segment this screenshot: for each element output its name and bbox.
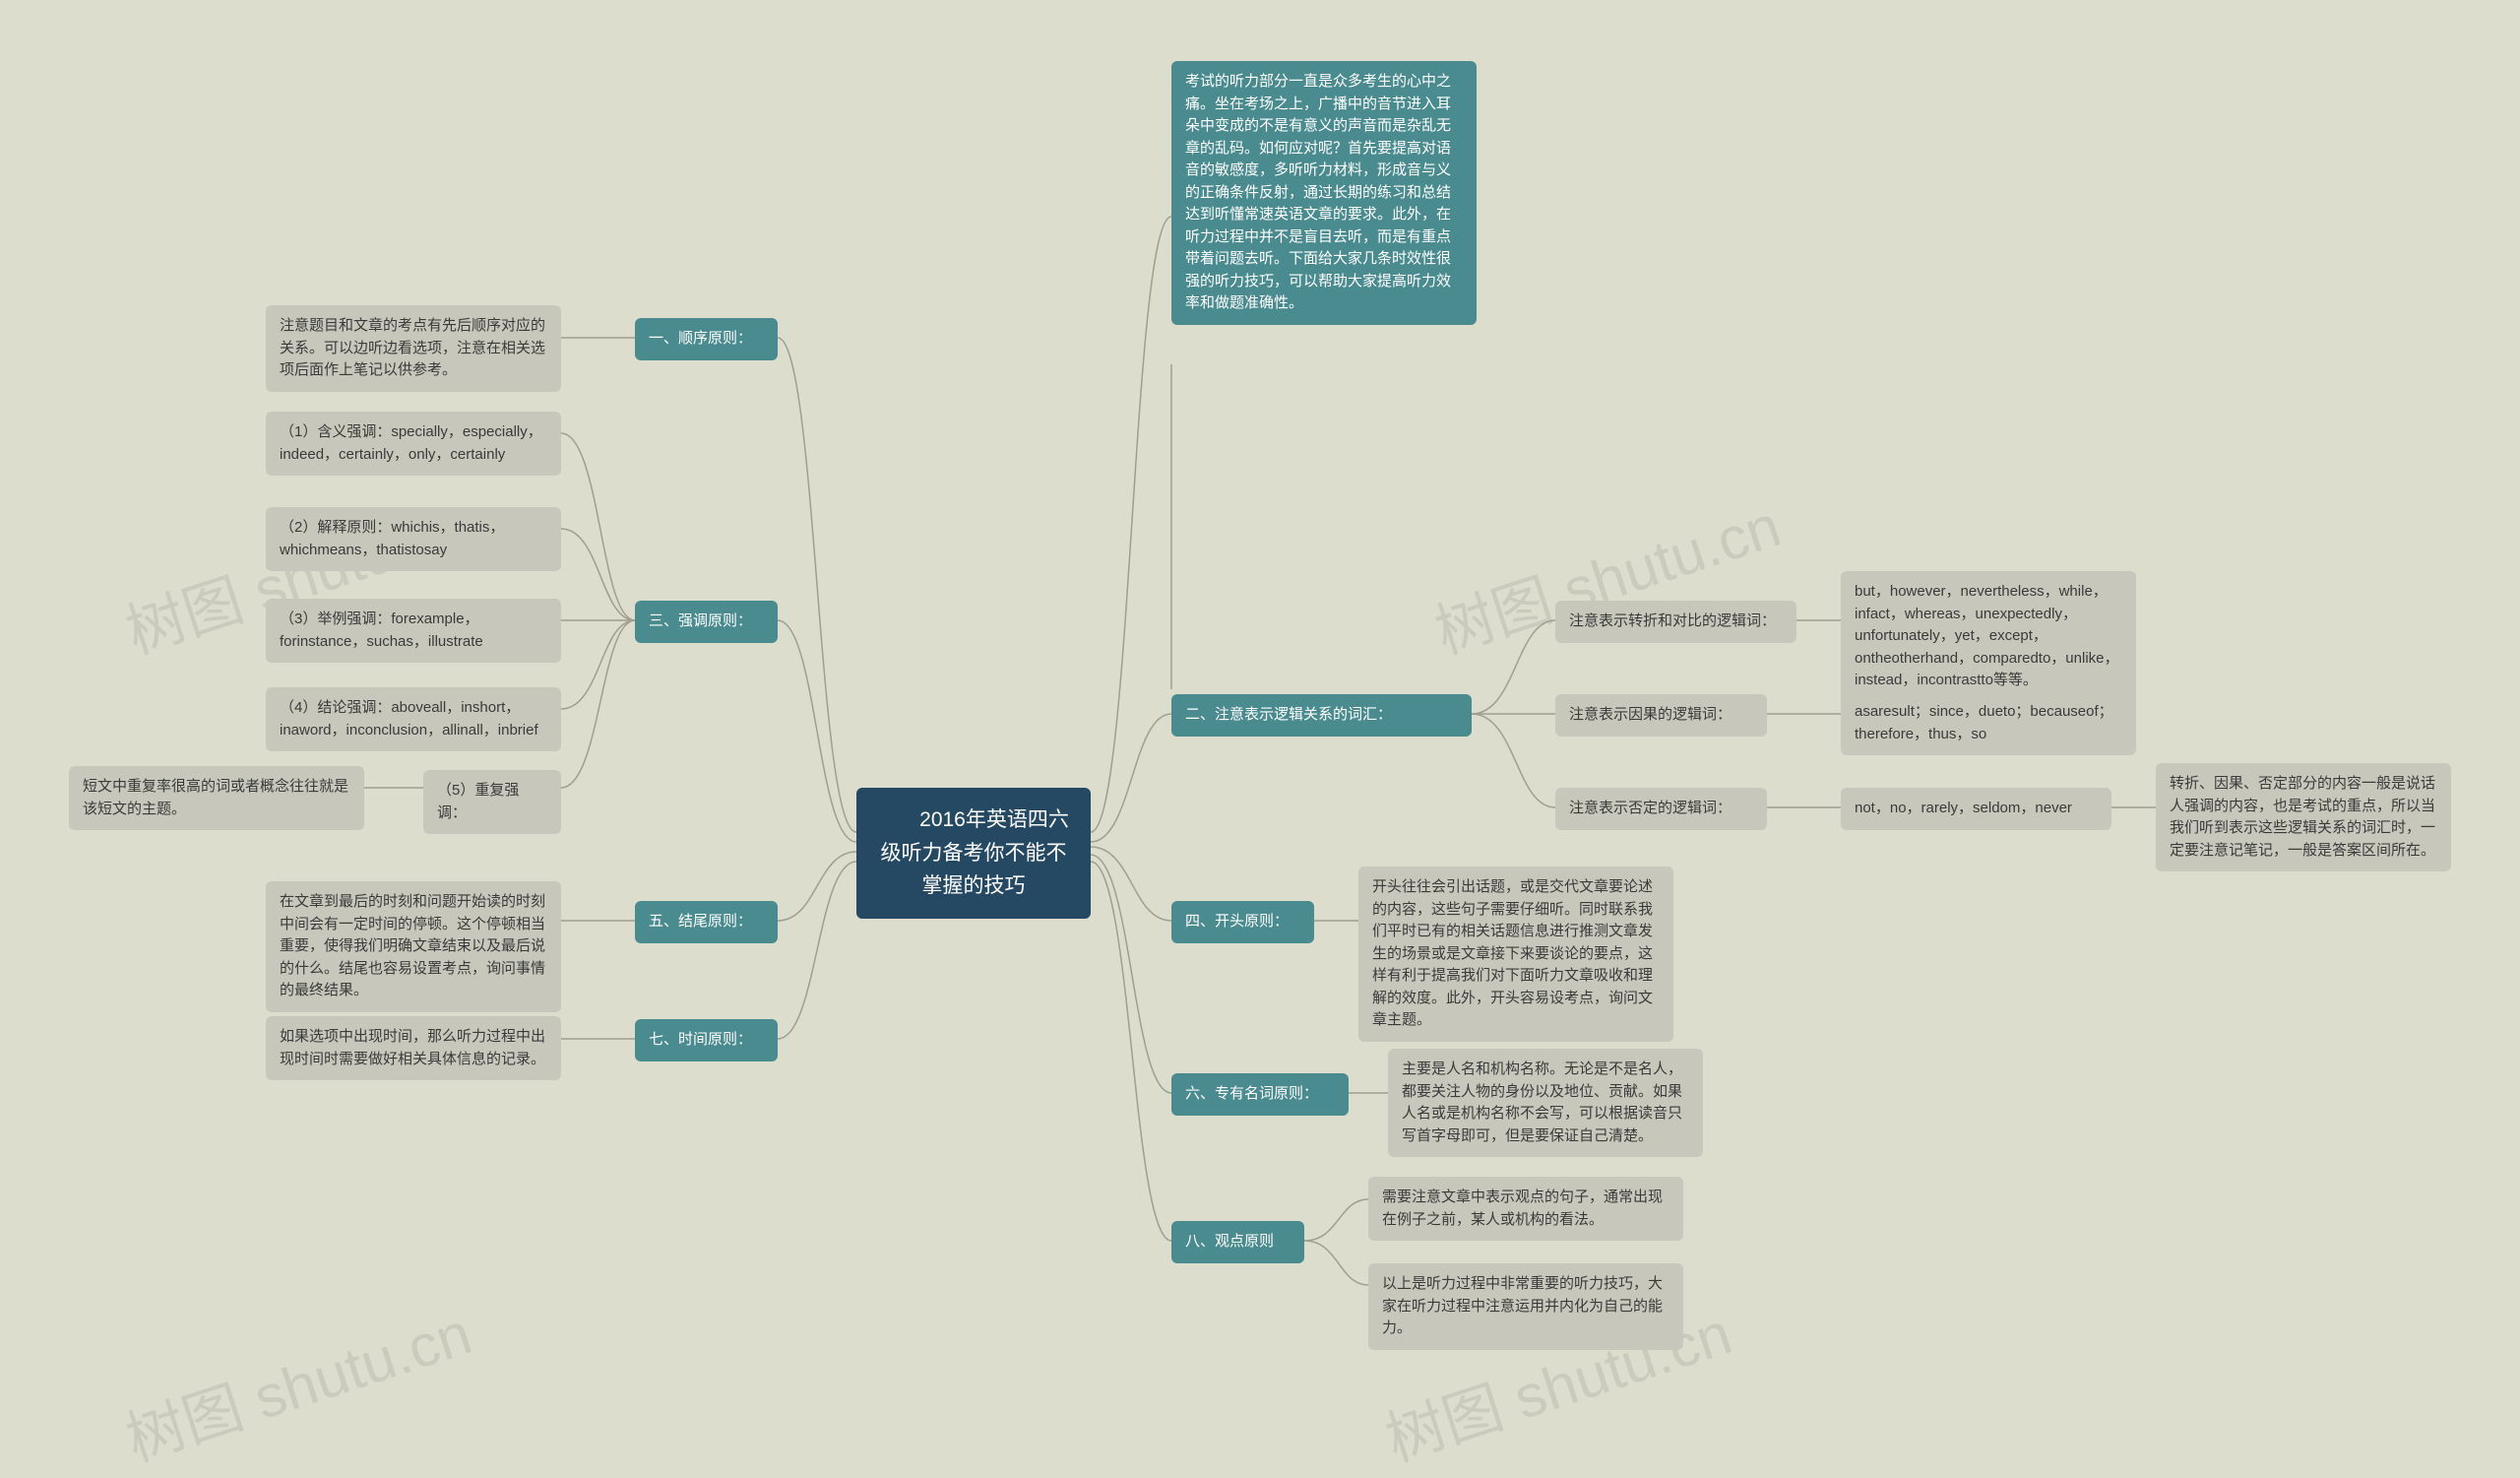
p2-r1-leaf: but，however，nevertheless，while，infact，wh… bbox=[1841, 571, 2136, 702]
principle-5: 五、结尾原则： bbox=[635, 901, 778, 943]
p2-r2-leaf: asaresult；since，dueto；becauseof；therefor… bbox=[1841, 691, 2136, 755]
watermark: 树图 shutu.cn bbox=[113, 1286, 480, 1478]
p2-r1-label: 注意表示转折和对比的逻辑词： bbox=[1555, 601, 1796, 643]
principle-1: 一、顺序原则： bbox=[635, 318, 778, 360]
p2-r3-leaf: not，no，rarely，seldom，never bbox=[1841, 788, 2111, 830]
principle-7-leaf: 如果选项中出现时间，那么听力过程中出现时间时需要做好相关具体信息的记录。 bbox=[266, 1016, 561, 1080]
principle-6: 六、专有名词原则： bbox=[1171, 1073, 1349, 1116]
root-node: 2016年英语四六级听力备考你不能不掌握的技巧 bbox=[856, 788, 1091, 919]
p2-r3-label: 注意表示否定的逻辑词： bbox=[1555, 788, 1767, 830]
principle-2: 二、注意表示逻辑关系的词汇： bbox=[1171, 694, 1472, 737]
principle-3: 三、强调原则： bbox=[635, 601, 778, 643]
intro-node: 考试的听力部分一直是众多考生的心中之痛。坐在考场之上，广播中的音节进入耳朵中变成… bbox=[1171, 61, 1477, 325]
principle-6-leaf: 主要是人名和机构名称。无论是不是名人，都要关注人物的身份以及地位、贡献。如果人名… bbox=[1388, 1049, 1703, 1157]
principle-3-c5-leaf: 短文中重复率很高的词或者概念往往就是该短文的主题。 bbox=[69, 766, 364, 830]
principle-3-c4: （4）结论强调：aboveall，inshort，inaword，inconcl… bbox=[266, 687, 561, 751]
principle-3-c5-label: （5）重复强调： bbox=[423, 770, 561, 834]
principle-4: 四、开头原则： bbox=[1171, 901, 1314, 943]
principle-3-c1: （1）含义强调：specially，especially，indeed，cert… bbox=[266, 412, 561, 476]
p2-r3-extra: 转折、因果、否定部分的内容一般是说话人强调的内容，也是考试的重点，所以当我们听到… bbox=[2156, 763, 2451, 871]
principle-5-leaf: 在文章到最后的时刻和问题开始读的时刻中间会有一定时间的停顿。这个停顿相当重要，使… bbox=[266, 881, 561, 1012]
principle-4-leaf: 开头往往会引出话题，或是交代文章要论述的内容，这些句子需要仔细听。同时联系我们平… bbox=[1358, 867, 1673, 1042]
p2-r2-label: 注意表示因果的逻辑词： bbox=[1555, 694, 1767, 737]
principle-1-leaf: 注意题目和文章的考点有先后顺序对应的关系。可以边听边看选项，注意在相关选项后面作… bbox=[266, 305, 561, 392]
principle-8: 八、观点原则 bbox=[1171, 1221, 1304, 1263]
principle-3-c2: （2）解释原则：whichis，thatis，whichmeans，thatis… bbox=[266, 507, 561, 571]
principle-3-c3: （3）举例强调：forexample，forinstance，suchas，il… bbox=[266, 599, 561, 663]
principle-8-l1: 需要注意文章中表示观点的句子，通常出现在例子之前，某人或机构的看法。 bbox=[1368, 1177, 1683, 1241]
principle-7: 七、时间原则： bbox=[635, 1019, 778, 1061]
principle-8-l2: 以上是听力过程中非常重要的听力技巧，大家在听力过程中注意运用并内化为自己的能力。 bbox=[1368, 1263, 1683, 1350]
